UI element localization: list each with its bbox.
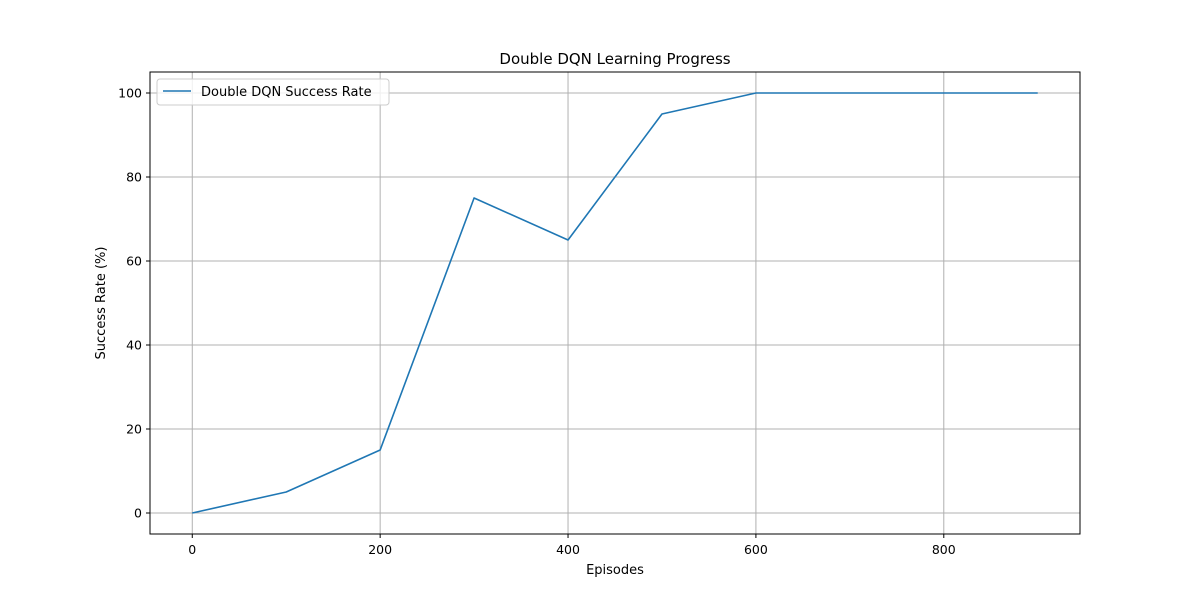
x-tick-label: 800 xyxy=(932,542,956,557)
chart-title: Double DQN Learning Progress xyxy=(499,50,730,68)
y-tick-label: 100 xyxy=(118,86,142,101)
x-tick-label: 200 xyxy=(368,542,392,557)
y-tick-label: 80 xyxy=(126,170,142,185)
legend: Double DQN Success Rate xyxy=(156,78,390,106)
x-axis-label: Episodes xyxy=(586,563,644,578)
y-tick-label: 0 xyxy=(134,506,142,521)
x-tick-label: 600 xyxy=(744,542,768,557)
series-line xyxy=(192,92,1038,514)
series-layer xyxy=(192,92,1038,514)
plot-frame xyxy=(149,71,1081,535)
y-tick-label: 60 xyxy=(126,254,142,269)
y-tick-label: 40 xyxy=(126,338,142,353)
legend-box xyxy=(156,78,390,106)
y-tick-label: 20 xyxy=(126,422,142,437)
axis-ticks: 0 200 400 600 800 0 20 40 60 80 100 xyxy=(118,86,956,558)
legend-entry-label: Double DQN Success Rate xyxy=(201,85,372,100)
x-tick-label: 0 xyxy=(188,542,196,557)
y-axis-label: Success Rate (%) xyxy=(94,247,109,360)
x-tick-label: 400 xyxy=(556,542,580,557)
